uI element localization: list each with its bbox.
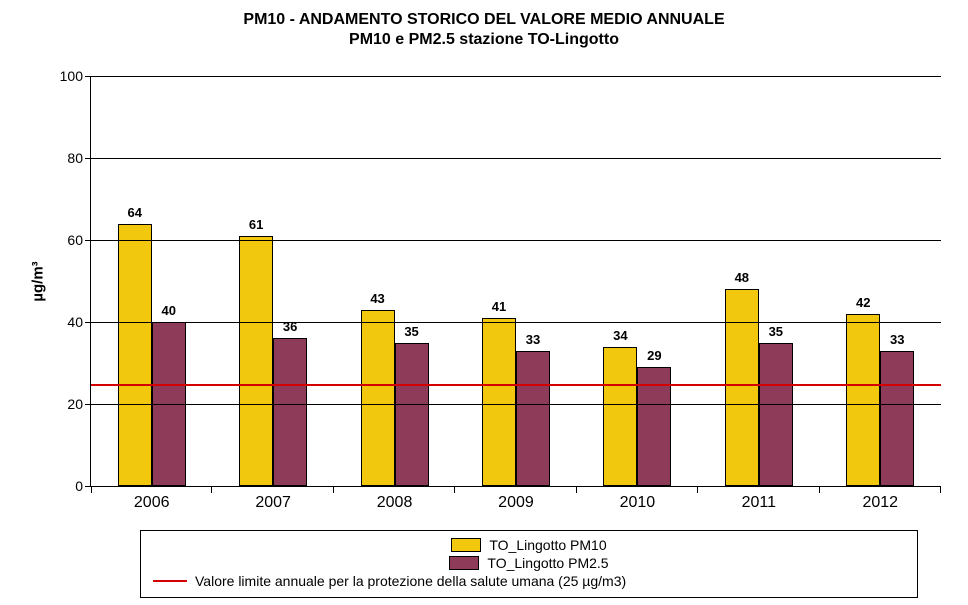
bar xyxy=(395,343,429,487)
bar-value-label: 35 xyxy=(756,324,796,339)
x-axis-label: 2007 xyxy=(255,486,291,512)
bar-groups: 6440200661362007433520084133200934292010… xyxy=(91,76,941,486)
bar xyxy=(725,289,759,486)
grid-line xyxy=(91,158,941,159)
bar-group: 64402006 xyxy=(91,76,212,486)
x-tick-mark xyxy=(940,486,941,493)
legend-line xyxy=(153,580,187,582)
legend-label: TO_Lingotto PM2.5 xyxy=(487,555,608,571)
chart-title-line2: PM10 e PM2.5 stazione TO-Lingotto xyxy=(0,30,968,50)
legend-row: TO_Lingotto PM10 xyxy=(153,537,905,553)
chart-title: PM10 - ANDAMENTO STORICO DEL VALORE MEDI… xyxy=(0,0,968,50)
bar-value-label: 48 xyxy=(722,270,762,285)
bar-value-label: 40 xyxy=(149,303,189,318)
y-tick-label: 100 xyxy=(60,68,91,84)
x-tick-mark xyxy=(454,486,455,493)
x-tick-mark xyxy=(819,486,820,493)
grid-line xyxy=(91,322,941,323)
bar-value-label: 34 xyxy=(600,328,640,343)
chart-title-line1: PM10 - ANDAMENTO STORICO DEL VALORE MEDI… xyxy=(0,10,968,30)
grid-line xyxy=(91,76,941,77)
y-tick-label: 20 xyxy=(67,396,91,412)
legend-row: Valore limite annuale per la protezione … xyxy=(153,573,905,589)
bar xyxy=(880,351,914,486)
bar xyxy=(118,224,152,486)
bar-group: 61362007 xyxy=(212,76,333,486)
legend: TO_Lingotto PM10 TO_Lingotto PM2.5 Valore … xyxy=(140,530,918,598)
legend-label: Valore limite annuale per la protezione … xyxy=(195,573,626,589)
y-axis-title: µg/m³ xyxy=(30,261,47,301)
x-axis-label: 2008 xyxy=(377,486,413,512)
bar-value-label: 61 xyxy=(236,217,276,232)
bar-group: 42332012 xyxy=(820,76,941,486)
bar xyxy=(273,338,307,486)
bar-group: 43352008 xyxy=(334,76,455,486)
y-axis-title-wrap: µg/m³ xyxy=(18,76,58,486)
bar-group: 34292010 xyxy=(577,76,698,486)
bar-value-label: 33 xyxy=(513,332,553,347)
bar-value-label: 29 xyxy=(634,348,674,363)
x-axis-label: 2012 xyxy=(862,486,898,512)
bar xyxy=(239,236,273,486)
y-tick-label: 80 xyxy=(67,150,91,166)
x-tick-mark xyxy=(211,486,212,493)
bar-group: 41332009 xyxy=(455,76,576,486)
limit-line xyxy=(91,384,941,386)
bar xyxy=(759,343,793,487)
bar-value-label: 33 xyxy=(877,332,917,347)
legend-row: TO_Lingotto PM2.5 xyxy=(153,555,905,571)
bar-value-label: 41 xyxy=(479,299,519,314)
x-tick-mark xyxy=(91,486,92,493)
pm10-chart: PM10 - ANDAMENTO STORICO DEL VALORE MEDI… xyxy=(0,0,968,605)
x-tick-mark xyxy=(333,486,334,493)
x-axis-label: 2010 xyxy=(620,486,656,512)
grid-line xyxy=(91,240,941,241)
bar-group: 48352011 xyxy=(698,76,819,486)
bar xyxy=(361,310,395,486)
x-tick-mark xyxy=(576,486,577,493)
x-axis-label: 2006 xyxy=(134,486,170,512)
bar xyxy=(846,314,880,486)
bar-value-label: 42 xyxy=(843,295,883,310)
x-tick-mark xyxy=(697,486,698,493)
bar-value-label: 64 xyxy=(115,205,155,220)
legend-label: TO_Lingotto PM10 xyxy=(489,537,606,553)
x-axis-label: 2011 xyxy=(742,486,776,512)
legend-swatch xyxy=(449,556,479,570)
bar-value-label: 35 xyxy=(392,324,432,339)
bar-value-label: 43 xyxy=(358,291,398,306)
plot-area: 6440200661362007433520084133200934292010… xyxy=(90,76,941,487)
x-axis-label: 2009 xyxy=(498,486,534,512)
bar xyxy=(482,318,516,486)
bar xyxy=(516,351,550,486)
grid-line xyxy=(91,404,941,405)
y-tick-label: 40 xyxy=(67,314,91,330)
y-tick-label: 60 xyxy=(67,232,91,248)
bar xyxy=(603,347,637,486)
y-tick-label: 0 xyxy=(75,478,91,494)
legend-swatch xyxy=(451,538,481,552)
